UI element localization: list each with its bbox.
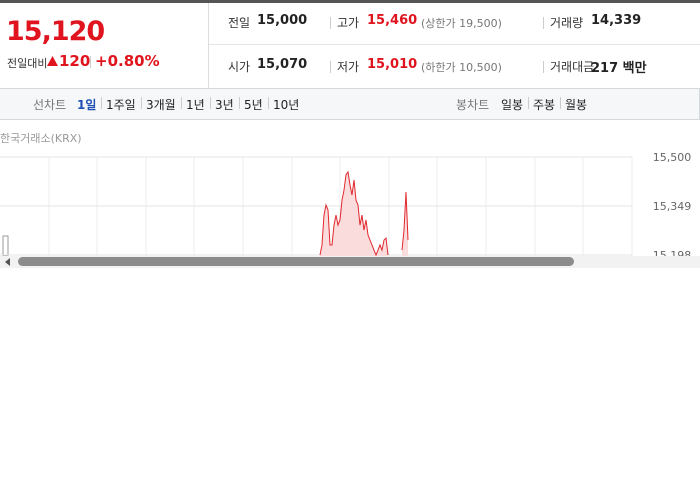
separator <box>239 97 240 109</box>
divider <box>209 44 700 45</box>
top-border <box>0 0 700 3</box>
separator <box>210 97 211 109</box>
stat-value: 15,460 <box>367 13 418 28</box>
separator <box>141 97 142 109</box>
scroll-left[interactable] <box>5 258 10 266</box>
price: 15,120 <box>6 16 105 47</box>
period-tab[interactable]: 5년 <box>244 98 263 112</box>
marker <box>2 235 9 256</box>
separator <box>90 56 91 68</box>
change-label: 전일대비 <box>7 57 48 70</box>
stat-note: (하한가 10,500) <box>421 61 502 74</box>
stat-value: 15,000 <box>257 13 308 28</box>
stat-label: 전일 <box>228 16 251 30</box>
y-tick-label: 15,500 <box>653 151 692 164</box>
stat-value: 15,010 <box>367 57 418 72</box>
separator <box>528 97 529 109</box>
candle-tab[interactable]: 월봉 <box>565 98 588 112</box>
period-tab[interactable]: 1주일 <box>106 98 136 112</box>
separator <box>330 61 331 73</box>
up-arrow <box>47 56 58 66</box>
separator <box>543 17 544 29</box>
price-line <box>319 170 409 256</box>
stat-label: 고가 <box>337 16 360 30</box>
source: 한국거래소(KRX) <box>0 132 82 145</box>
toolbar <box>0 88 700 120</box>
stat-value: 14,339 <box>591 13 642 28</box>
candle-tab[interactable]: 주봉 <box>533 98 556 112</box>
stat-note: (상한가 19,500) <box>421 17 502 30</box>
stat-label: 저가 <box>337 60 360 74</box>
separator <box>268 97 269 109</box>
change-rate: +0.80% <box>95 52 160 70</box>
scrollbar-thumb[interactable] <box>18 257 574 266</box>
period-tab[interactable]: 3년 <box>215 98 234 112</box>
stat-value: 217 백만 <box>591 61 647 76</box>
stat-label: 거래량 <box>550 16 584 30</box>
change: 120 <box>59 52 91 70</box>
chart: 15,500 15,349 15,198 <box>0 151 700 268</box>
divider <box>208 3 209 89</box>
price-area <box>320 171 408 256</box>
y-tick-label: 15,349 <box>653 200 692 213</box>
stat-value: 15,070 <box>257 57 308 72</box>
separator <box>560 97 561 109</box>
stat-label: 거래대금 <box>550 60 595 74</box>
separator <box>101 97 102 109</box>
line-chart-label: 선차트 <box>33 98 67 112</box>
separator <box>330 17 331 29</box>
candle-tab[interactable]: 일봉 <box>501 98 524 112</box>
period-tab[interactable]: 10년 <box>273 98 300 112</box>
candle-chart-label: 봉차트 <box>456 98 490 112</box>
period-tab[interactable]: 1일 <box>77 98 97 112</box>
stat-label: 시가 <box>228 60 251 74</box>
period-tab[interactable]: 1년 <box>186 98 205 112</box>
y-tick-label: 15,198 <box>653 249 692 262</box>
separator <box>543 61 544 73</box>
period-tab[interactable]: 3개월 <box>146 98 176 112</box>
separator <box>181 97 182 109</box>
